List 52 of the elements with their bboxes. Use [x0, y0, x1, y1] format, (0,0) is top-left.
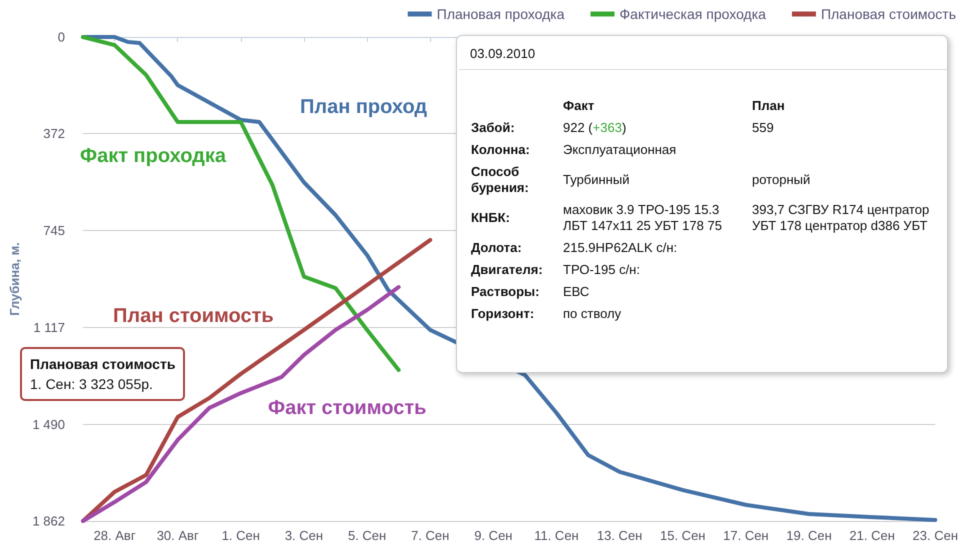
- x-tick-label: 23. Сен: [912, 528, 958, 543]
- x-tick-label: 21. Сен: [849, 528, 895, 543]
- annotation: План стоимость: [113, 305, 274, 327]
- legend-label: Плановая проходка: [436, 6, 565, 22]
- info-box: Плановая стоимость 1. Сен: 3 323 055р.: [20, 347, 186, 401]
- annotation: роторный: [752, 171, 812, 189]
- x-tick-label: 30. Авг: [156, 528, 199, 543]
- annotation: Плановая стоимость 1. Сен: 3 323 055р.: [30, 355, 176, 394]
- x-tick-label: 7. Сен: [411, 528, 450, 543]
- annotation: Факт: [563, 97, 596, 115]
- y-tick-label: 1 117: [33, 320, 65, 335]
- annotation: 922 (+363): [563, 119, 628, 137]
- annotation: 215.9HP62ALK с/н:: [563, 239, 678, 257]
- annotation: 559: [752, 119, 775, 137]
- x-tick-label: 3. Сен: [284, 528, 324, 543]
- annotation: Забой:: [471, 119, 516, 137]
- annotation: Колонна:: [471, 141, 531, 159]
- x-tick-label: 9. Сен: [474, 528, 512, 543]
- x-tick-label: 17. Сен: [723, 528, 769, 543]
- y-axis-title: Глубина, м.: [7, 242, 22, 316]
- y-tick-label: 745: [43, 223, 65, 238]
- annotation: Долота:: [471, 239, 523, 257]
- y-tick-label: 0: [58, 30, 65, 44]
- legend-label: Плановая стоимость: [820, 6, 956, 22]
- x-tick-label: 15. Сен: [660, 528, 706, 543]
- annotation: Двигателя:: [471, 261, 544, 279]
- annotation: КНБК:: [471, 209, 511, 227]
- annotation: ЕВС: [563, 283, 590, 301]
- annotation: ТРО-195 с/н:: [563, 261, 641, 279]
- annotation: Эксплуатационная: [563, 141, 678, 159]
- annotation: Турбинный: [563, 171, 630, 189]
- y-tick-label: 1 862: [32, 514, 65, 528]
- annotation: 393,7 СЗГВУ R174 центратор УБТ 178 центратор d386 УБТ: [752, 201, 930, 235]
- x-tick-label: 13. Сен: [596, 528, 642, 543]
- x-tick-label: 28. Авг: [94, 528, 136, 543]
- x-tick-label: 5. Сен: [348, 528, 386, 543]
- x-tick-label: 1. Сен: [222, 528, 260, 543]
- annotation: Горизонт:: [471, 305, 536, 323]
- legend-label: Фактическая проходка: [620, 6, 766, 22]
- annotation: Способ бурения:: [471, 163, 530, 197]
- annotation: Растворы:: [471, 283, 540, 301]
- annotation: Факт стоимость: [268, 397, 426, 419]
- annotation: маховик 3.9 ТРО-195 15.3 ЛБТ 147x11 25 УБТ 178 75: [563, 201, 723, 235]
- annotation: План: [752, 97, 786, 115]
- x-tick-label: 19. Сен: [786, 528, 832, 543]
- y-tick-label: 1 490: [32, 416, 65, 432]
- annotation: по стволу: [563, 305, 622, 323]
- annotation: 03.09.2010: [459, 36, 947, 70]
- x-tick-label: 11. Сен: [534, 528, 579, 543]
- annotation: План проход: [300, 96, 428, 118]
- annotation: Факт проходка: [80, 145, 227, 167]
- y-tick-label: 372: [43, 126, 65, 142]
